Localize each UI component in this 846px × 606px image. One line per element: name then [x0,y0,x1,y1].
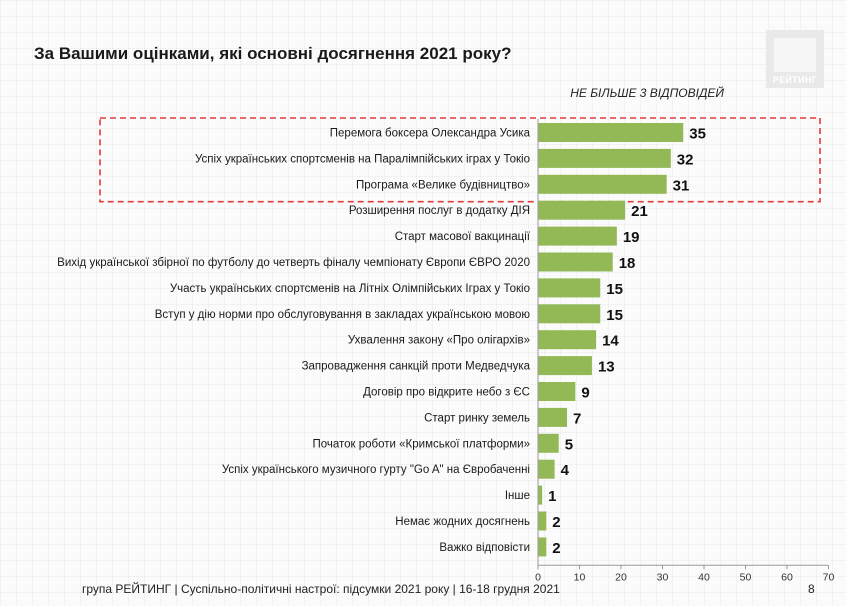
x-tick-label-8: 70 [823,571,835,583]
value-label-17: 2 [552,540,560,557]
x-tick-label-7: 60 [781,571,793,583]
category-label-5: Старт масової вакцинації [395,231,531,243]
value-label-3: 31 [673,177,690,194]
bar-14 [538,459,555,479]
x-tick-label-4: 30 [657,571,669,583]
value-label-12: 7 [573,410,581,427]
value-label-4: 21 [631,203,648,220]
page-title: За Вашими оцінками, які основні досягнен… [34,44,512,63]
bar-3 [538,174,667,194]
category-label-9: Ухвалення закону «Про олігархів» [348,335,530,347]
bar-17 [538,537,547,557]
bar-1 [538,123,684,142]
bar-4 [538,200,626,220]
x-tick-label-2: 10 [574,571,586,583]
value-label-15: 1 [548,488,556,505]
footer-source: група РЕЙТИНГ | Суспільно-політичні наст… [82,582,560,596]
category-label-6: Вихід української збірної по футболу до … [57,257,530,269]
category-label-13: Початок роботи «Кримської платформи» [312,438,530,450]
highlight-box [99,117,821,203]
category-label-3: Програма «Велике будівництво» [356,179,530,191]
value-label-7: 15 [606,281,623,298]
bar-13 [538,433,559,453]
logo-text: РЕЙТИНГ [772,75,818,85]
page-number: 8 [808,582,815,596]
bar-12 [538,407,568,427]
x-tick-label-6: 50 [740,571,752,583]
category-label-17: Важко відповісти [439,542,530,554]
value-label-16: 2 [552,514,560,531]
bar-15 [538,485,543,505]
bar-9 [538,330,597,350]
bar-5 [538,226,617,246]
bar-8 [538,304,601,324]
answer-limit-note: НЕ БІЛЬШЕ 3 ВІДПОВІДЕЙ [570,86,724,100]
bar-10 [538,356,592,376]
value-label-9: 14 [602,333,619,350]
value-label-1: 35 [689,126,706,143]
rating-logo: РЕЙТИНГ [766,30,824,88]
bar-11 [538,382,576,401]
value-label-13: 5 [565,436,573,453]
value-label-10: 13 [598,359,615,376]
category-label-10: Запровадження санкцій проти Медведчука [302,361,531,373]
category-label-2: Успіх українських спортсменів на Паралім… [195,153,530,165]
value-label-5: 19 [623,229,640,246]
value-label-6: 18 [619,255,636,272]
category-label-12: Старт ринку земель [424,412,530,424]
category-label-1: Перемога боксера Олександра Усика [330,128,531,140]
bar-6 [538,252,613,272]
category-label-4: Розширення послуг в додатку ДІЯ [349,205,530,217]
category-label-7: Участь українських спортсменів на Літніх… [170,283,530,295]
value-label-11: 9 [581,385,589,402]
x-tick-label-5: 40 [698,571,710,583]
bar-16 [538,511,547,531]
x-tick-label-1: 0 [535,571,541,583]
x-tick-label-3: 20 [615,571,627,583]
value-label-8: 15 [606,307,623,324]
category-label-8: Вступ у дію норми про обслуговування в з… [155,309,531,321]
category-label-16: Немає жодних досягнень [395,516,530,528]
bar-7 [538,278,601,298]
value-label-14: 4 [561,462,570,479]
category-label-15: Інше [505,490,530,502]
category-label-14: Успіх українського музичного гурту "Go A… [222,464,530,476]
bar-2 [538,148,671,168]
logo-emblem [774,38,816,72]
value-label-2: 32 [677,151,694,168]
category-label-11: Договір про відкрите небо з ЄС [363,387,530,399]
